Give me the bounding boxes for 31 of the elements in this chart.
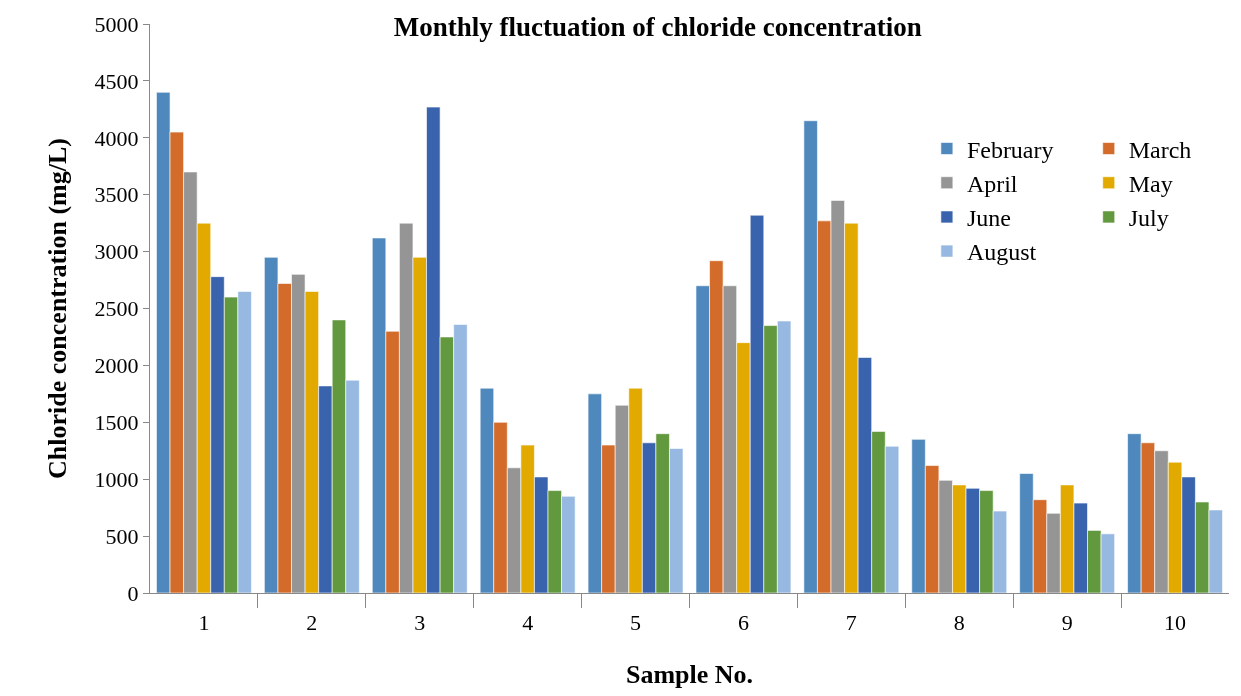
- legend-label: August: [966, 239, 1037, 266]
- x-tick-label: 6: [737, 610, 749, 636]
- y-tick-label: 4500: [94, 68, 139, 94]
- y-tick-label: 3500: [94, 182, 139, 208]
- y-tick-label: 1000: [94, 466, 139, 492]
- x-tick-label: 7: [845, 610, 857, 636]
- x-tick-label: 3: [414, 610, 426, 636]
- x-tick-label: 5: [630, 610, 642, 636]
- y-tick-label: 0: [127, 580, 139, 606]
- chart-title: Monthly fluctuation of chloride concentration: [393, 12, 922, 43]
- legend-label: April: [966, 171, 1018, 198]
- legend-label: March: [1128, 136, 1192, 163]
- x-tick-label: 8: [953, 610, 965, 636]
- x-tick-label: 4: [522, 610, 534, 636]
- y-tick-label: 3000: [94, 239, 139, 265]
- legend-label: May: [1128, 171, 1173, 198]
- y-tick-label: 2500: [94, 296, 139, 322]
- legend-label: February: [966, 136, 1054, 163]
- y-axis-title: Chloride concentration (mg/L): [43, 138, 72, 479]
- x-axis-title: Sample No.: [625, 660, 754, 690]
- y-tick-label: 1500: [94, 410, 139, 435]
- x-tick-label: 1: [198, 610, 210, 636]
- x-tick-label: 10: [1164, 610, 1187, 636]
- x-tick-label: 9: [1061, 610, 1073, 636]
- legend-label: July: [1128, 205, 1169, 232]
- y-tick-label: 5000: [94, 11, 139, 37]
- y-tick-label: 2000: [94, 353, 139, 379]
- y-tick-label: 500: [105, 523, 139, 549]
- x-tick-label: 2: [306, 610, 318, 636]
- legend-label: June: [966, 205, 1011, 232]
- y-tick-label: 4000: [94, 125, 139, 151]
